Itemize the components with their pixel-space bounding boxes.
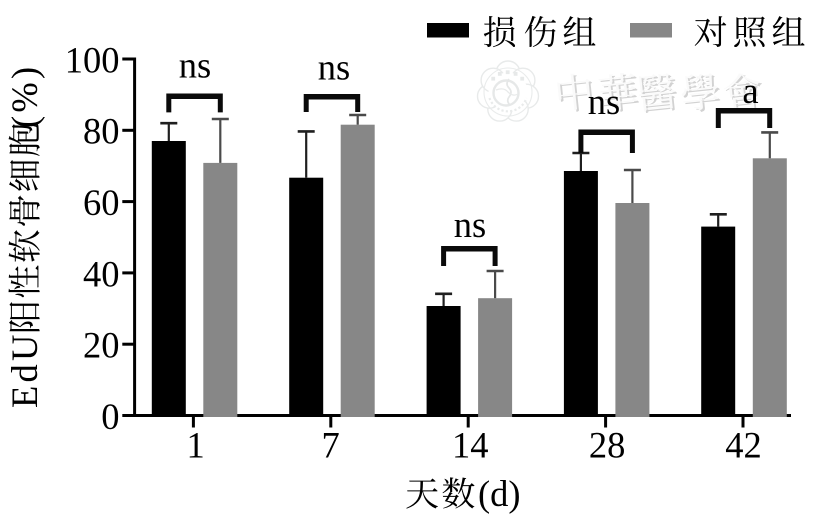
svg-text:14: 14 [452,425,489,466]
svg-text:a: a [742,70,758,111]
svg-text:28: 28 [589,425,626,466]
svg-text:1: 1 [186,425,204,466]
svg-text:100: 100 [65,39,120,80]
svg-text:7: 7 [321,425,339,466]
svg-text:ns: ns [179,45,211,86]
svg-text:42: 42 [725,425,762,466]
svg-text:20: 20 [83,325,120,366]
svg-text:(%): (%) [4,64,45,128]
svg-text:(d): (d) [478,473,521,514]
svg-text:ns: ns [454,204,486,245]
svg-text:ns: ns [318,47,350,88]
svg-text:EdU: EdU [4,331,45,408]
svg-text:0: 0 [101,396,119,437]
svg-text:80: 80 [83,111,120,152]
svg-text:40: 40 [83,253,120,294]
svg-text:ns: ns [588,81,620,122]
svg-text:60: 60 [83,182,120,223]
